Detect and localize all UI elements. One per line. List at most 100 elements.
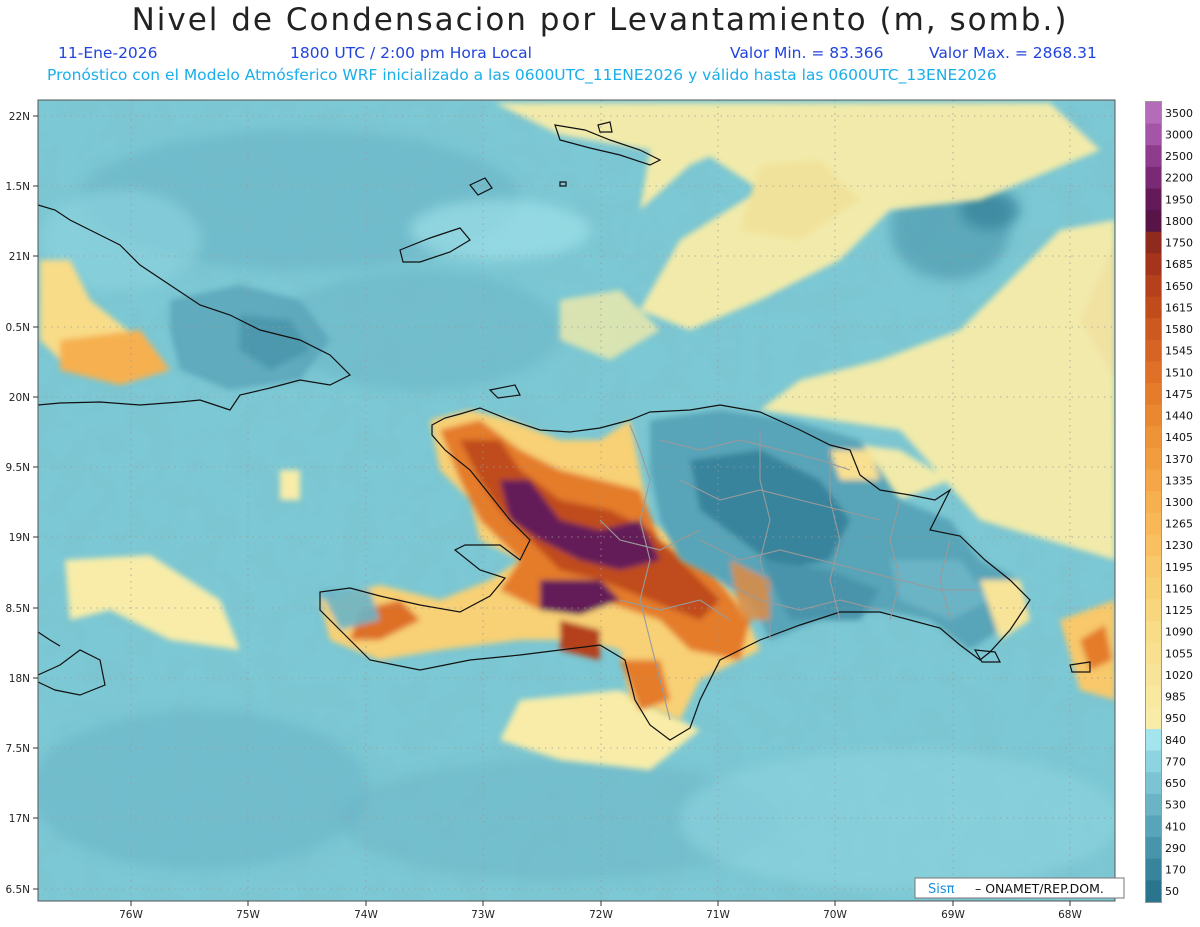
colorbar-label: 530	[1165, 799, 1186, 812]
colorbar-label: 1300	[1165, 496, 1193, 509]
colorbar-swatch	[1146, 383, 1161, 406]
longitude-labels: 76W 75W 74W 73W 72W 71W 70W 69W 68W	[119, 909, 1082, 921]
colorbar-label: 2200	[1165, 172, 1193, 185]
colorbar-label: 1750	[1165, 237, 1193, 250]
colorbar-swatch	[1146, 123, 1161, 146]
colorbar-swatch	[1146, 491, 1161, 514]
colorbar-swatch	[1146, 664, 1161, 687]
colorbar-label: 1370	[1165, 453, 1193, 466]
colorbar-label: 290	[1165, 842, 1186, 855]
forecast-time: 1800 UTC / 2:00 pm Hora Local	[290, 44, 532, 62]
colorbar-swatch	[1146, 318, 1161, 341]
ticks	[33, 115, 1071, 906]
colorbar-label: 2500	[1165, 150, 1193, 163]
lon-label: 72W	[589, 909, 613, 921]
colorbar-label: 1615	[1165, 301, 1193, 314]
lat-label: 8.5N	[5, 603, 30, 615]
lat-label: 17N	[9, 813, 30, 825]
colorbar-label: 1800	[1165, 215, 1193, 228]
colorbar-swatch	[1146, 556, 1161, 579]
lat-label: 18N	[9, 673, 30, 685]
colorbar-swatch	[1146, 729, 1161, 752]
colorbar-swatch	[1146, 296, 1161, 319]
colorbar-swatch	[1146, 145, 1161, 168]
colorbar-swatch	[1146, 469, 1161, 492]
colorbar-label: 1265	[1165, 518, 1193, 531]
lon-label: 68W	[1058, 909, 1082, 921]
colorbar-label: 1580	[1165, 323, 1193, 336]
colorbar-label: 985	[1165, 691, 1186, 704]
lon-label: 74W	[354, 909, 378, 921]
credit-text: – ONAMET/REP.DOM.	[975, 881, 1104, 896]
lon-label: 69W	[941, 909, 965, 921]
colorbar-label: 3000	[1165, 128, 1193, 141]
lat-label: 7.5N	[5, 743, 30, 755]
colorbar-label: 170	[1165, 864, 1186, 877]
colorbar-label: 840	[1165, 734, 1186, 747]
colorbar-swatch	[1146, 750, 1161, 773]
chart-title: Nivel de Condensacion por Levantamiento …	[131, 2, 1069, 38]
colorbar-swatch	[1146, 188, 1161, 211]
colorbar-label: 1055	[1165, 647, 1193, 660]
colorbar-label: 50	[1165, 885, 1179, 898]
latitude-labels: 22N 1.5N 21N 0.5N 20N 9.5N 19N 8.5N 18N …	[5, 111, 30, 896]
lon-label: 75W	[236, 909, 260, 921]
colorbar-swatch	[1146, 231, 1161, 254]
lon-label: 73W	[471, 909, 495, 921]
colorbar-label: 650	[1165, 777, 1186, 790]
colorbar-label: 950	[1165, 712, 1186, 725]
colorbar-swatch	[1146, 426, 1161, 449]
colorbar-label: 3500	[1165, 107, 1193, 120]
lat-label: 1.5N	[5, 181, 30, 193]
colorbar-label: 1125	[1165, 604, 1193, 617]
colorbar-swatch	[1146, 837, 1161, 860]
colorbar-label: 1160	[1165, 582, 1193, 595]
lon-label: 70W	[823, 909, 847, 921]
map-frame	[37, 99, 1116, 902]
colorbar-label: 1020	[1165, 669, 1193, 682]
colorbar-swatch	[1146, 685, 1161, 708]
colorbar-swatch	[1146, 599, 1161, 622]
lat-label: 19N	[9, 532, 30, 544]
colorbar-swatch	[1146, 793, 1161, 816]
colorbar-label: 1440	[1165, 410, 1193, 423]
colorbar-label: 1335	[1165, 474, 1193, 487]
colorbar-frame	[1145, 101, 1162, 903]
colorbar-label: 1545	[1165, 345, 1193, 358]
colorbar-swatch	[1146, 880, 1161, 903]
colorbar: 3500 3000 2500 2200 1950 1800 1750 1685 1650 1615…	[1145, 101, 1193, 903]
colorbar-label: 1195	[1165, 561, 1193, 574]
colorbar-swatch	[1146, 815, 1161, 838]
colorbar-swatch	[1146, 166, 1161, 189]
forecast-date: 11-Ene-2026	[58, 44, 158, 62]
min-value: Valor Min. = 83.366	[730, 44, 884, 62]
colorbar-swatch	[1146, 772, 1161, 795]
lat-label: 21N	[9, 251, 30, 263]
field-layer	[38, 100, 1115, 901]
lat-label: 6.5N	[5, 884, 30, 896]
province-borders	[599, 424, 980, 721]
credit-box: Sisπ – ONAMET/REP.DOM.	[914, 877, 1125, 899]
lat-label: 20N	[9, 392, 30, 404]
lat-label: 0.5N	[5, 322, 30, 334]
colorbar-label: 1090	[1165, 626, 1193, 639]
colorbar-swatch	[1146, 361, 1161, 384]
colorbar-swatch	[1146, 642, 1161, 665]
colorbar-label: 1230	[1165, 539, 1193, 552]
colorbar-swatch	[1146, 620, 1161, 643]
colorbar-label: 770	[1165, 755, 1186, 768]
sispi-logo: Sisπ	[928, 882, 955, 897]
colorbar-swatch	[1146, 102, 1161, 125]
colorbar-swatch	[1146, 577, 1161, 600]
lat-label: 22N	[9, 111, 30, 123]
colorbar-swatch	[1146, 707, 1161, 730]
lon-label: 76W	[119, 909, 143, 921]
colorbar-label: 1475	[1165, 388, 1193, 401]
colorbar-label: 1405	[1165, 431, 1193, 444]
colorbar-swatch	[1146, 534, 1161, 557]
coastlines	[38, 121, 1091, 741]
colorbar-label: 410	[1165, 820, 1186, 833]
colorbar-swatch	[1146, 253, 1161, 276]
colorbar-swatch	[1146, 339, 1161, 362]
